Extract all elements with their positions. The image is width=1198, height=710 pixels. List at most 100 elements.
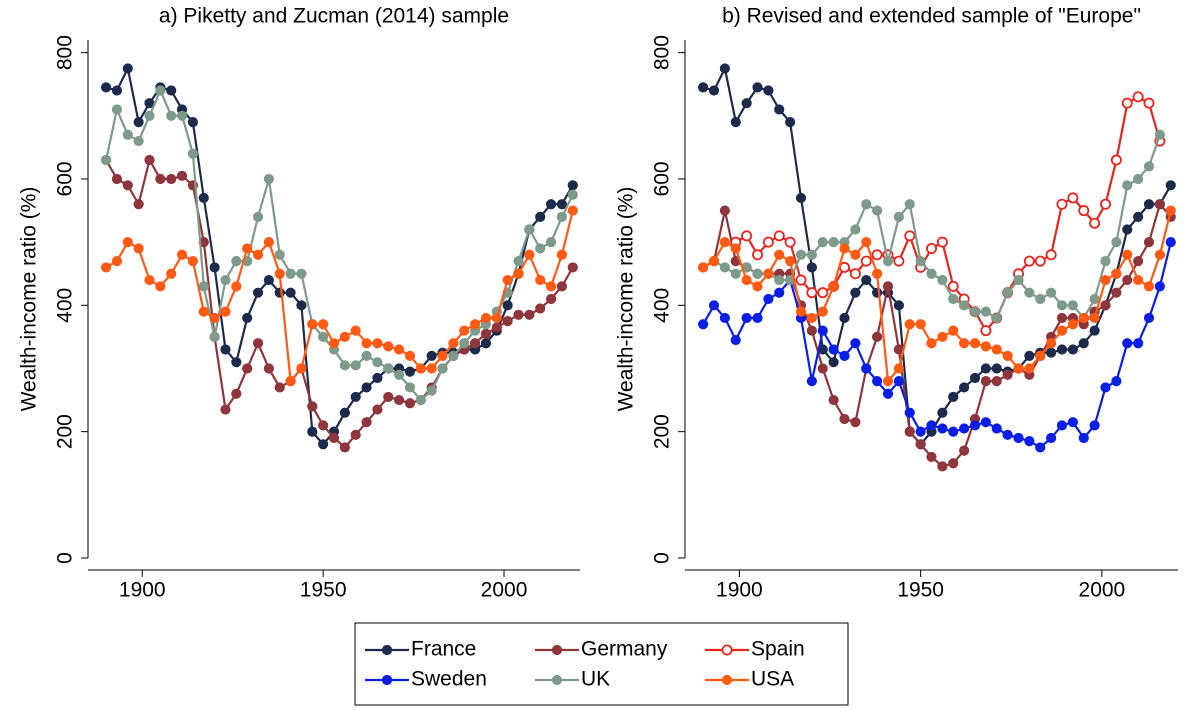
data-point bbox=[166, 110, 177, 121]
data-point bbox=[1100, 382, 1111, 393]
data-point bbox=[915, 319, 926, 330]
data-point bbox=[220, 306, 231, 317]
data-point bbox=[252, 338, 264, 349]
data-point bbox=[882, 388, 894, 399]
data-point bbox=[828, 237, 839, 248]
data-point bbox=[339, 360, 350, 371]
legend-label: UK bbox=[581, 668, 610, 691]
data-point bbox=[155, 173, 166, 185]
data-point bbox=[774, 287, 785, 298]
data-point bbox=[296, 268, 307, 279]
legend-label: Spain bbox=[751, 638, 805, 661]
data-point bbox=[741, 98, 752, 109]
data-point bbox=[144, 154, 155, 166]
data-point bbox=[1133, 173, 1144, 185]
data-point bbox=[252, 287, 264, 298]
data-point bbox=[730, 334, 741, 346]
data-point bbox=[1034, 255, 1046, 267]
data-point bbox=[1013, 274, 1024, 286]
data-point bbox=[502, 316, 513, 327]
data-point bbox=[1143, 237, 1155, 248]
legend-marker bbox=[381, 644, 393, 656]
data-point bbox=[806, 376, 817, 387]
data-point bbox=[926, 451, 937, 463]
data-point bbox=[318, 319, 329, 330]
data-point bbox=[817, 237, 828, 248]
data-point bbox=[1035, 293, 1046, 305]
data-point bbox=[850, 417, 861, 428]
data-point bbox=[1046, 347, 1057, 358]
legend-label: USA bbox=[751, 668, 794, 691]
data-point bbox=[1121, 97, 1133, 109]
data-point bbox=[1133, 338, 1144, 349]
data-point bbox=[469, 319, 481, 330]
data-point bbox=[719, 237, 730, 248]
data-point bbox=[1056, 344, 1068, 355]
data-point bbox=[361, 338, 372, 349]
data-point bbox=[1111, 287, 1122, 298]
legend-label: Sweden bbox=[411, 668, 487, 691]
data-point bbox=[991, 423, 1002, 434]
data-point bbox=[448, 350, 459, 361]
data-point bbox=[698, 82, 709, 93]
data-point bbox=[806, 262, 817, 273]
data-point bbox=[209, 312, 220, 324]
data-point bbox=[545, 237, 557, 248]
data-point bbox=[1046, 432, 1057, 444]
data-point bbox=[1111, 268, 1122, 279]
data-point bbox=[850, 224, 861, 235]
data-point bbox=[882, 281, 894, 292]
data-point bbox=[242, 363, 253, 374]
data-point bbox=[850, 287, 861, 298]
data-point bbox=[861, 274, 872, 286]
data-point bbox=[872, 268, 883, 279]
data-point bbox=[567, 189, 578, 200]
data-point bbox=[795, 192, 807, 204]
data-point bbox=[1154, 249, 1165, 260]
data-point bbox=[187, 255, 199, 267]
data-point bbox=[904, 407, 915, 418]
data-point bbox=[741, 274, 752, 286]
data-point bbox=[1111, 237, 1122, 248]
data-point bbox=[144, 110, 155, 121]
y-tick-label: 600 bbox=[54, 161, 77, 196]
data-point bbox=[1045, 249, 1057, 261]
data-point bbox=[372, 338, 383, 349]
data-point bbox=[861, 237, 872, 248]
data-point bbox=[893, 376, 904, 387]
data-point bbox=[850, 249, 861, 260]
data-point bbox=[1143, 97, 1155, 109]
data-point bbox=[719, 63, 730, 74]
data-point bbox=[828, 357, 839, 368]
data-point bbox=[774, 249, 785, 260]
series-line bbox=[105, 65, 574, 446]
data-point bbox=[980, 341, 991, 352]
data-point bbox=[426, 363, 437, 374]
data-point bbox=[459, 325, 470, 336]
data-point bbox=[806, 249, 817, 260]
data-point bbox=[328, 432, 340, 444]
data-point bbox=[1089, 420, 1100, 431]
y-tick-label: 200 bbox=[651, 414, 674, 449]
data-point bbox=[806, 312, 817, 324]
data-point bbox=[1143, 312, 1155, 324]
data-point bbox=[469, 338, 481, 349]
legend-marker bbox=[381, 674, 393, 686]
data-point bbox=[937, 423, 948, 434]
data-point bbox=[1024, 287, 1035, 298]
data-point bbox=[915, 255, 926, 267]
data-point bbox=[459, 338, 470, 349]
data-point bbox=[535, 243, 546, 254]
data-point bbox=[926, 338, 937, 349]
data-point bbox=[133, 243, 144, 254]
data-point bbox=[274, 249, 285, 260]
data-point bbox=[187, 117, 199, 128]
data-point bbox=[274, 268, 285, 279]
data-point bbox=[959, 423, 970, 434]
data-point bbox=[1067, 319, 1078, 330]
data-point bbox=[350, 391, 361, 403]
data-point bbox=[524, 224, 535, 235]
data-point bbox=[839, 261, 851, 273]
data-point bbox=[926, 242, 938, 254]
data-point bbox=[948, 391, 959, 403]
